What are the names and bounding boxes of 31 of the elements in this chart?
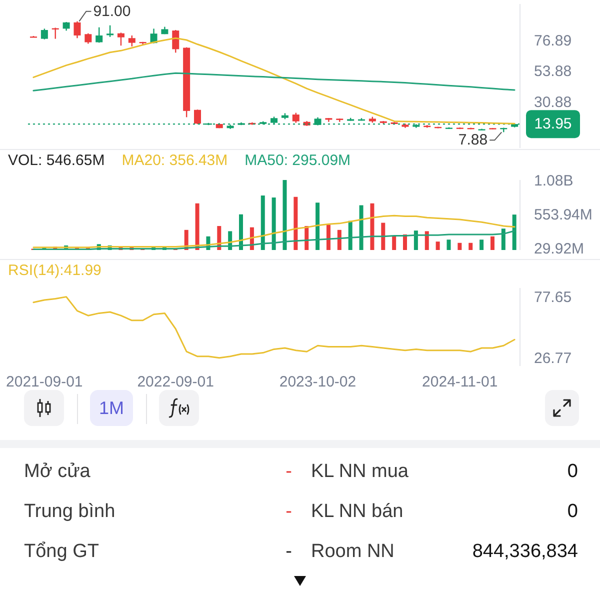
text: KL NN mua [311, 460, 408, 484]
annotation: 7.88 [458, 132, 488, 149]
text: - [286, 540, 292, 564]
x-tick-label: 2021-09-01 [6, 374, 83, 391]
chart-title: VOL: 546.65M [8, 152, 105, 168]
y-tick-label: 53.88 [534, 63, 572, 80]
text: KL NN bán [311, 500, 404, 524]
y-tick-label: 30.88 [534, 94, 572, 111]
y-tick-label: 29.92M [534, 240, 584, 258]
y-tick-label: 77.65 [534, 289, 572, 306]
text: 0 [567, 460, 578, 484]
text: MA20: 356.43M [122, 152, 228, 168]
x-tick-label: 2022-09-01 [137, 374, 214, 391]
text: 844,336,834 [472, 540, 578, 564]
annotation: 91.00 [93, 2, 131, 20]
text: 0 [567, 500, 578, 524]
ref-line-label: 13.95 [534, 116, 572, 133]
text: Tổng GT [24, 540, 99, 564]
text: Trung bình [24, 500, 116, 524]
text: - [286, 460, 292, 484]
y-tick-label: 76.89 [534, 32, 572, 50]
text: Mở cửa [24, 460, 90, 484]
x-tick-label: 2024-11-01 [422, 374, 498, 391]
y-tick-label: 1.08B [534, 172, 574, 190]
y-tick-label: 553.94M [534, 206, 592, 224]
text: Room NN [311, 540, 394, 564]
x-tick-label: 2023-10-02 [279, 374, 356, 391]
text: - [286, 500, 292, 524]
series-label: RSI(14):41.99 [8, 262, 102, 278]
y-tick-label: 26.77 [534, 350, 572, 368]
text: MA50: 295.09M [244, 152, 351, 168]
